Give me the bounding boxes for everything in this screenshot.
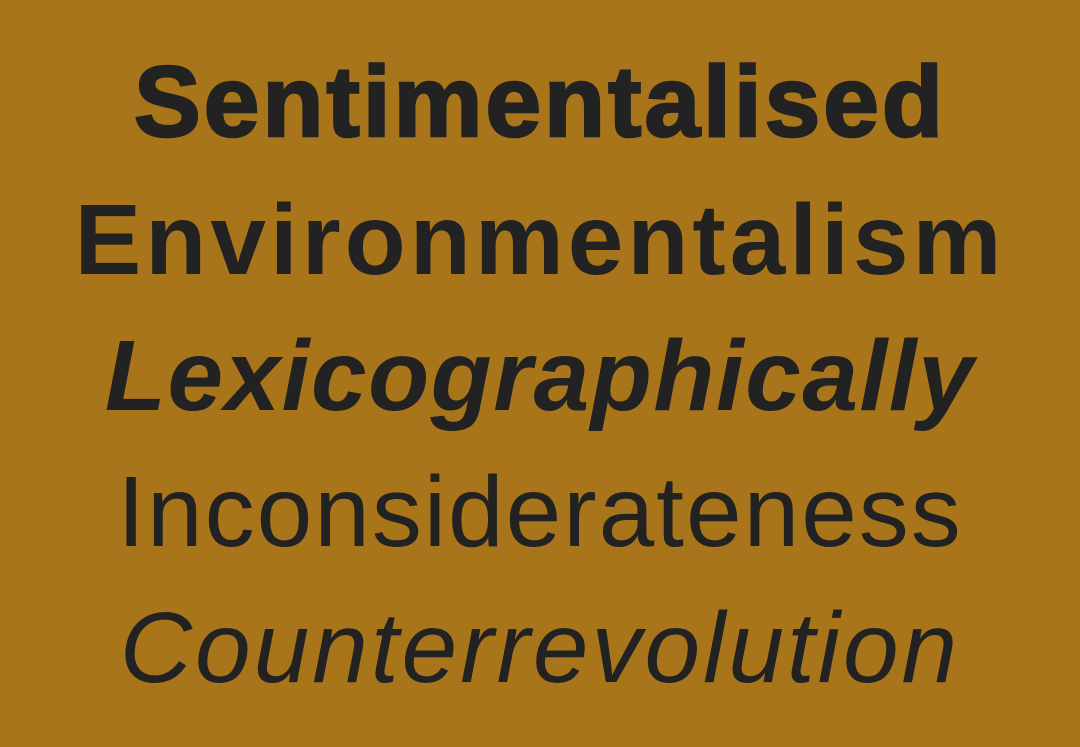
word-inconsiderateness: Inconsiderateness (117, 456, 963, 568)
word-lexicographically: Lexicographically (104, 320, 976, 432)
word-sentimentalised: Sentimentalised (133, 46, 946, 158)
word-counterrevolution: Counterrevolution (119, 592, 961, 704)
word-environmentalism: Environmentalism (74, 184, 1006, 296)
